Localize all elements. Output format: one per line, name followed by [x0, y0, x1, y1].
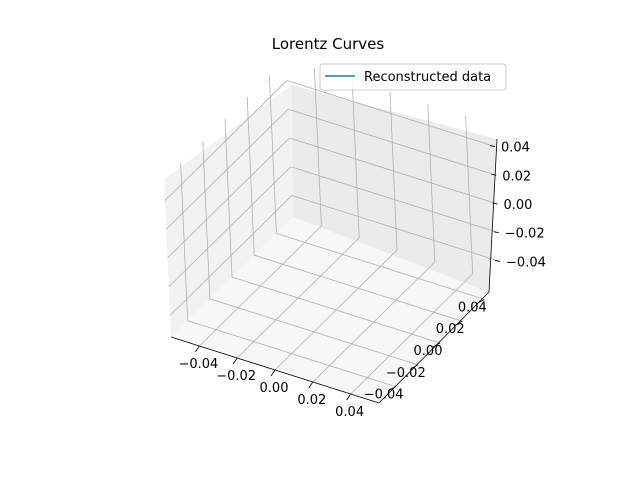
- legend-box: [319, 63, 507, 91]
- y-tick-mark: [454, 320, 463, 326]
- axes-3d: −0.04−0.020.000.020.04 −0.04−0.020.000.0…: [164, 67, 546, 420]
- x-tick-mark: [308, 381, 314, 389]
- chart-title: Lorentz Curves: [272, 35, 385, 53]
- y-tick-label: −0.02: [386, 366, 426, 381]
- z-tick-mark: [491, 173, 497, 176]
- x-tick-mark: [232, 357, 238, 365]
- y-tick-mark: [388, 386, 396, 391]
- z-tick-mark: [494, 260, 501, 262]
- y-tick-mark: [432, 342, 441, 348]
- grid-line-y-floor: [254, 254, 463, 322]
- x-axis-ticks: −0.04−0.02 0.00 0.02 0.04: [178, 345, 364, 420]
- x-tick-label: −0.04: [178, 357, 218, 372]
- z-tick-label: −0.04: [506, 255, 546, 270]
- y-tick-label: 0.00: [414, 344, 443, 359]
- grid-line-y-floor: [276, 232, 485, 300]
- z-tick-label: 0.02: [502, 169, 531, 184]
- pane-floor: [171, 217, 489, 403]
- x-tick-label: −0.02: [216, 369, 256, 384]
- legend: Reconstructed data: [319, 63, 507, 91]
- grid-line-y-floor: [187, 320, 396, 388]
- z-tick-mark: [489, 145, 496, 147]
- x-tick-label: 0.00: [260, 381, 289, 396]
- y-tick-mark: [477, 299, 485, 304]
- grid-line-z-left: [169, 195, 293, 316]
- x-tick-label: 0.02: [297, 393, 326, 408]
- x-tick-label: 0.04: [335, 405, 364, 420]
- grid-lines: [164, 67, 501, 395]
- y-tick-label: −0.04: [364, 388, 404, 403]
- y-axis-ticks: −0.04 −0.02 0.00 0.02 0.04: [364, 299, 487, 403]
- grid-line-z-back: [288, 108, 497, 176]
- grid-line-z-back: [290, 166, 499, 234]
- y-tick-label: 0.02: [436, 322, 465, 337]
- z-axis-ticks: −0.04 −0.02 0.00 0.02 0.04: [489, 141, 546, 270]
- z-tick-label: 0.00: [504, 198, 533, 213]
- grid-line-z-left: [164, 80, 288, 201]
- grid-line-z-back: [286, 80, 496, 147]
- grid-line-y-floor: [209, 298, 418, 366]
- z-tick-label: −0.02: [505, 227, 545, 242]
- grid-line-z-back: [289, 137, 498, 205]
- z-tick-label: 0.04: [501, 141, 530, 156]
- y-axis-line: [378, 291, 490, 404]
- z-tick-mark: [493, 231, 499, 234]
- x-tick-mark: [346, 393, 351, 401]
- z-axis-line: [488, 138, 498, 293]
- grid-line-z-left: [165, 108, 289, 230]
- y-tick-label: 0.04: [458, 300, 487, 315]
- grid-line-z-left: [167, 137, 290, 259]
- grid-line-z-back: [291, 195, 501, 262]
- y-tick-mark: [410, 364, 419, 370]
- z-tick-mark: [492, 202, 498, 205]
- grid-line-z-left: [168, 166, 292, 288]
- pane-left: [164, 85, 293, 337]
- grid-line-y-floor: [231, 276, 441, 344]
- x-tick-mark: [195, 345, 200, 353]
- legend-label: Reconstructed data: [364, 70, 491, 85]
- x-tick-mark: [270, 369, 276, 377]
